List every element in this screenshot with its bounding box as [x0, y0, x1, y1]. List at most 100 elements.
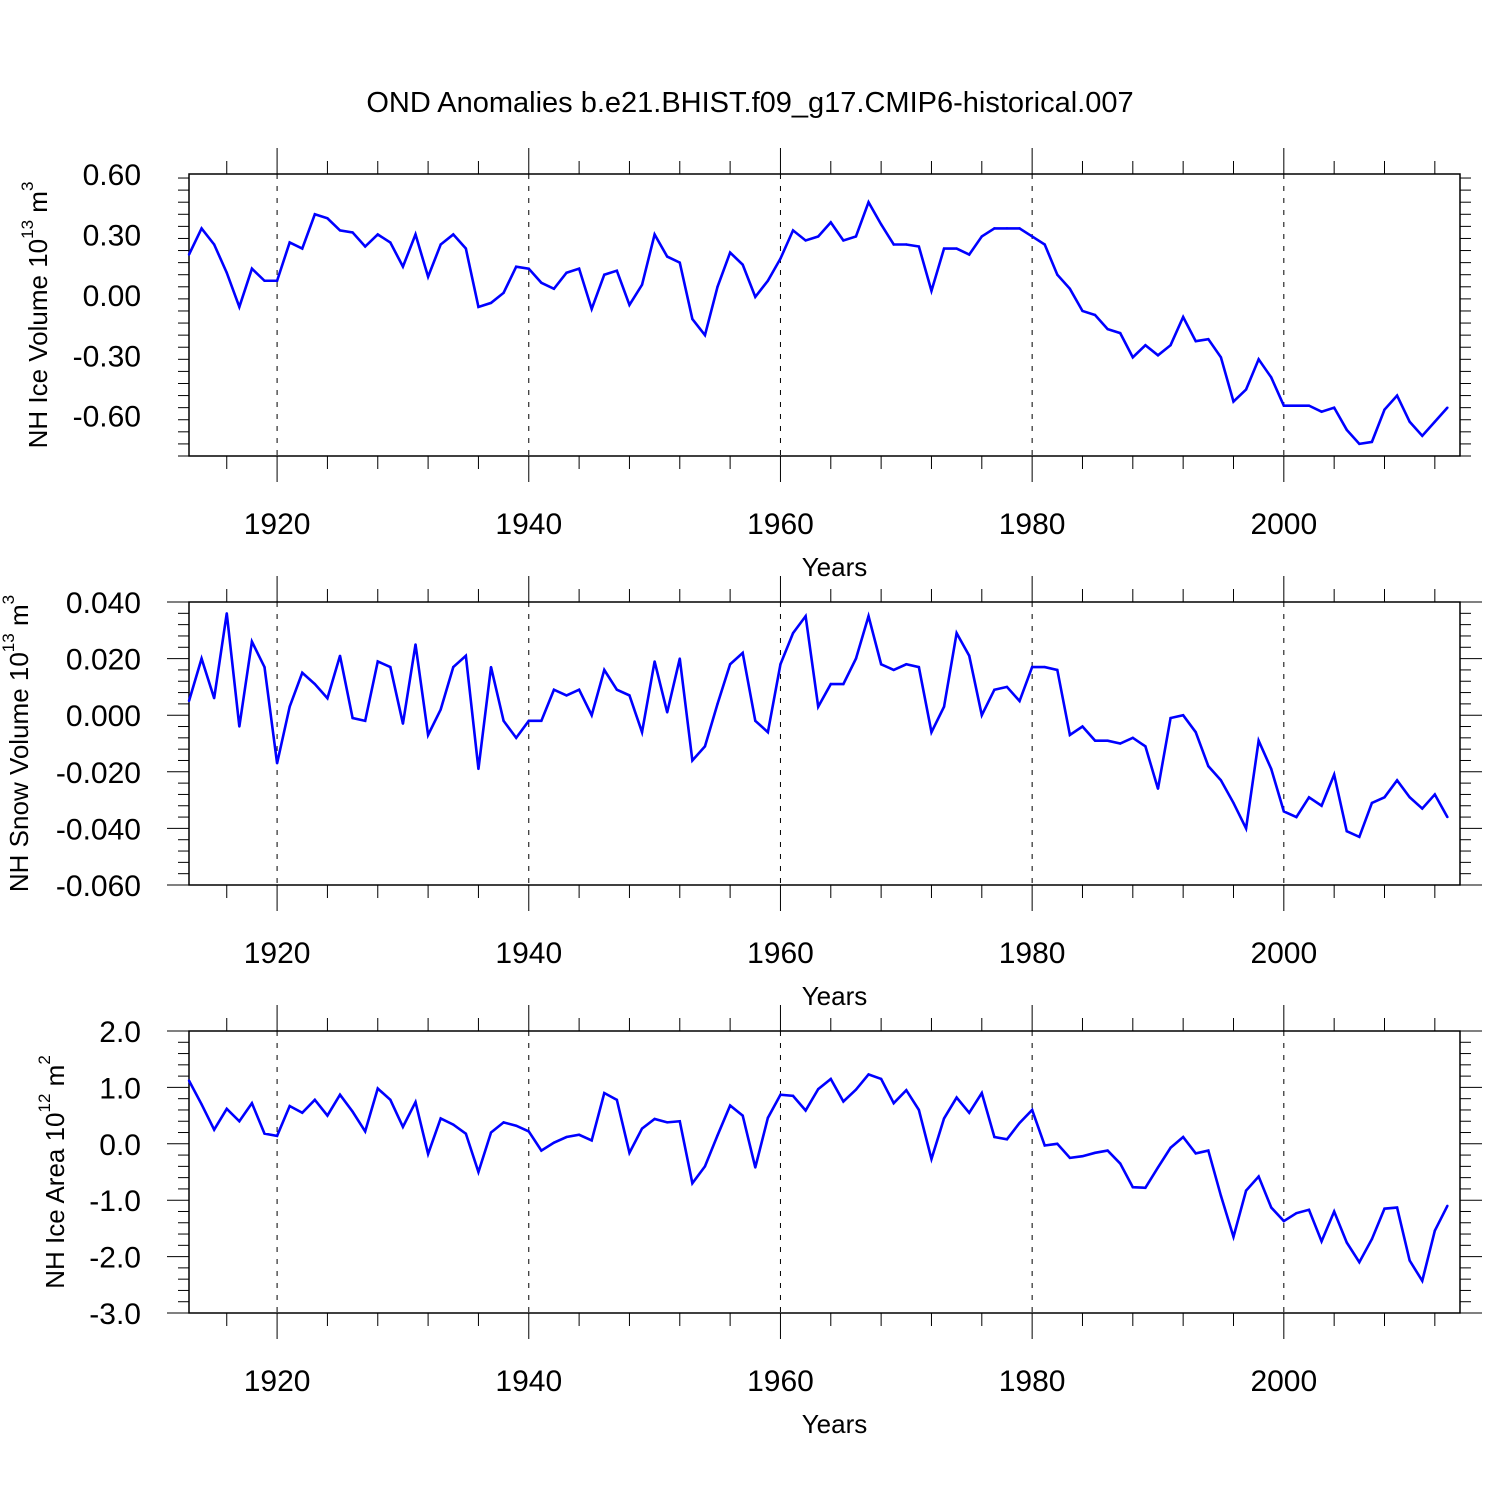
data-point-1941 — [540, 281, 543, 284]
data-point-1974 — [955, 1096, 958, 1099]
x-axis-label: Years — [802, 981, 868, 1011]
data-point-1917 — [238, 305, 241, 309]
data-point-2003 — [1320, 804, 1323, 807]
data-point-1943 — [565, 1135, 568, 1139]
y-tick-label: 0.30 — [83, 219, 141, 252]
y-tick-label: -2.0 — [89, 1242, 141, 1275]
data-point-2012 — [1433, 1229, 1437, 1232]
data-point-1932 — [426, 275, 430, 278]
data-point-1945 — [590, 1139, 593, 1142]
data-point-1964 — [829, 221, 832, 224]
data-point-1999 — [1270, 767, 1273, 771]
x-tick-label-1940: 1940 — [495, 508, 562, 541]
data-point-2013 — [1446, 1204, 1449, 1208]
panel-1: 0.60 0.30 0.00 -0.30 -0.60 1920 1940 1960 1980 20… — [18, 148, 1471, 582]
data-point-2010 — [1408, 796, 1411, 799]
data-point-1959 — [766, 730, 770, 734]
data-point-1921 — [288, 705, 291, 708]
x-tick-label-1980: 1980 — [999, 508, 1066, 541]
data-point-2013 — [1446, 815, 1449, 819]
data-point-1999 — [1270, 1206, 1273, 1209]
data-point-1962 — [804, 239, 807, 242]
data-point-1929 — [389, 665, 392, 669]
data-point-1987 — [1119, 331, 1122, 335]
data-point-1993 — [1194, 730, 1197, 734]
data-point-1961 — [791, 631, 795, 635]
data-point-1988 — [1131, 356, 1135, 359]
y-axis-label-exponent: 12 — [35, 1094, 54, 1113]
data-point-1998 — [1257, 1175, 1260, 1178]
data-point-1940 — [527, 267, 530, 270]
data-point-1967 — [867, 614, 870, 618]
data-point-1922 — [301, 247, 304, 250]
data-point-1951 — [665, 711, 669, 714]
data-point-1963 — [817, 235, 820, 238]
data-point-1952 — [678, 1120, 681, 1123]
data-point-1994 — [1207, 764, 1210, 768]
data-point-1920 — [275, 1134, 279, 1138]
data-point-1960 — [779, 257, 782, 260]
x-tick-label-1980: 1980 — [999, 937, 1066, 970]
data-point-1978 — [1005, 227, 1009, 230]
data-point-2011 — [1421, 1279, 1424, 1283]
data-point-1992 — [1181, 1135, 1185, 1139]
data-point-1971 — [917, 665, 921, 669]
data-point-1943 — [565, 271, 568, 274]
data-point-1934 — [452, 1123, 455, 1126]
data-point-1931 — [414, 1100, 417, 1104]
data-point-1955 — [716, 1134, 719, 1137]
data-point-1940 — [527, 719, 530, 723]
data-point-1982 — [1056, 273, 1059, 276]
data-point-1913 — [187, 1079, 191, 1082]
y-axis-label-exponent: 13 — [18, 220, 37, 239]
data-point-1929 — [389, 1098, 392, 1102]
data-point-1924 — [326, 1114, 329, 1117]
data-point-1928 — [376, 233, 379, 236]
data-point-1921 — [288, 1104, 291, 1108]
data-point-1937 — [489, 1131, 493, 1134]
data-point-1948 — [628, 303, 631, 307]
data-point-2000 — [1282, 404, 1286, 407]
data-point-1937 — [489, 301, 493, 305]
data-point-1976 — [980, 714, 984, 717]
x-tick-label-1940: 1940 — [495, 937, 562, 970]
data-point-2010 — [1408, 420, 1411, 423]
x-tick-label-1960: 1960 — [747, 937, 814, 970]
data-point-1990 — [1156, 1166, 1160, 1169]
data-point-1917 — [238, 1120, 241, 1123]
data-point-1993 — [1194, 1152, 1197, 1155]
data-point-1946 — [603, 1091, 606, 1095]
data-point-1950 — [653, 1117, 656, 1121]
data-point-1978 — [1005, 685, 1009, 689]
y-axis-label-main: NH Ice Area 10 — [40, 1112, 70, 1288]
data-point-2003 — [1320, 1240, 1323, 1243]
data-point-2008 — [1383, 1207, 1386, 1210]
data-point-1959 — [766, 1116, 770, 1120]
y-axis-label: NH Ice Volume 1013 m3 — [18, 182, 52, 449]
data-point-1998 — [1257, 358, 1260, 361]
data-point-1916 — [225, 612, 228, 615]
data-point-1979 — [1018, 1121, 1021, 1125]
data-point-1971 — [917, 245, 921, 248]
data-point-1981 — [1043, 1144, 1046, 1147]
data-point-2001 — [1295, 404, 1298, 407]
data-point-1980 — [1030, 235, 1034, 238]
data-point-1938 — [502, 719, 505, 723]
data-point-1994 — [1207, 1149, 1210, 1152]
data-point-1932 — [426, 1152, 430, 1156]
data-point-1997 — [1244, 827, 1248, 830]
data-point-1950 — [653, 660, 656, 663]
y-tick-label: 0.0 — [99, 1129, 141, 1162]
data-point-2002 — [1307, 404, 1311, 407]
y-axis-label-unit: m — [4, 604, 34, 633]
data-point-1930 — [401, 722, 405, 725]
data-point-1987 — [1119, 742, 1122, 745]
data-point-1966 — [854, 657, 858, 660]
data-point-1939 — [514, 265, 518, 268]
data-point-1915 — [212, 697, 216, 700]
data-point-2009 — [1395, 779, 1399, 782]
data-point-1941 — [540, 719, 543, 723]
data-point-1926 — [351, 231, 354, 234]
data-point-2000 — [1282, 810, 1286, 813]
